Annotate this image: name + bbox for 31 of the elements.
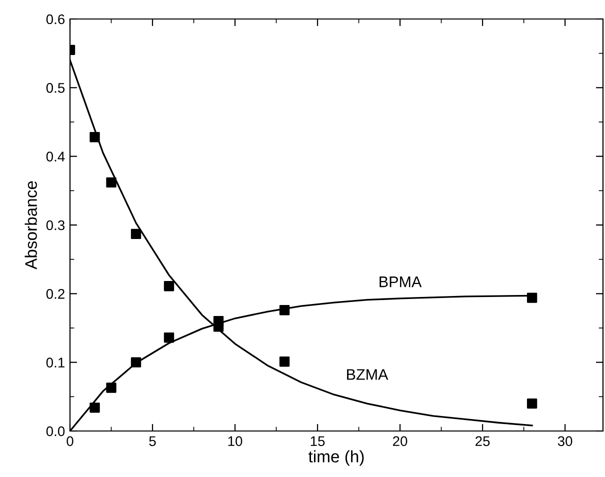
point xyxy=(90,402,100,413)
point xyxy=(526,292,538,303)
y-tick-label: 0.4 xyxy=(46,152,65,162)
y-tick-label: 0.5 xyxy=(46,83,65,93)
y-axis-title: Absorbance xyxy=(24,181,37,270)
series-label: BZMA xyxy=(347,369,388,380)
point xyxy=(279,356,290,367)
x-tick-label: 30 xyxy=(558,436,572,446)
x-axis-title: time (h) xyxy=(308,450,364,466)
point xyxy=(130,357,142,368)
y-tick-label: 0.1 xyxy=(46,358,64,368)
point xyxy=(213,316,224,326)
y-tick-label: 0.0 xyxy=(46,426,65,436)
point xyxy=(164,281,174,292)
x-tick-label: 20 xyxy=(393,436,408,446)
x-tick-label: 10 xyxy=(228,436,242,446)
y-tick-label: 0.6 xyxy=(46,14,65,24)
point xyxy=(106,177,116,188)
point xyxy=(106,382,116,393)
x-tick-label: 15 xyxy=(310,436,325,446)
x-tick-label: 25 xyxy=(476,436,490,446)
point xyxy=(279,305,290,316)
point xyxy=(130,228,142,240)
x-tick-label: 5 xyxy=(149,436,156,446)
point xyxy=(90,132,100,142)
y-tick-label: 0.2 xyxy=(46,289,64,299)
x-tick-label: 0 xyxy=(66,436,74,446)
point xyxy=(526,398,538,409)
point xyxy=(164,332,174,343)
y-tick-label: 0.3 xyxy=(46,220,65,230)
series-label: BPMA xyxy=(380,276,422,288)
